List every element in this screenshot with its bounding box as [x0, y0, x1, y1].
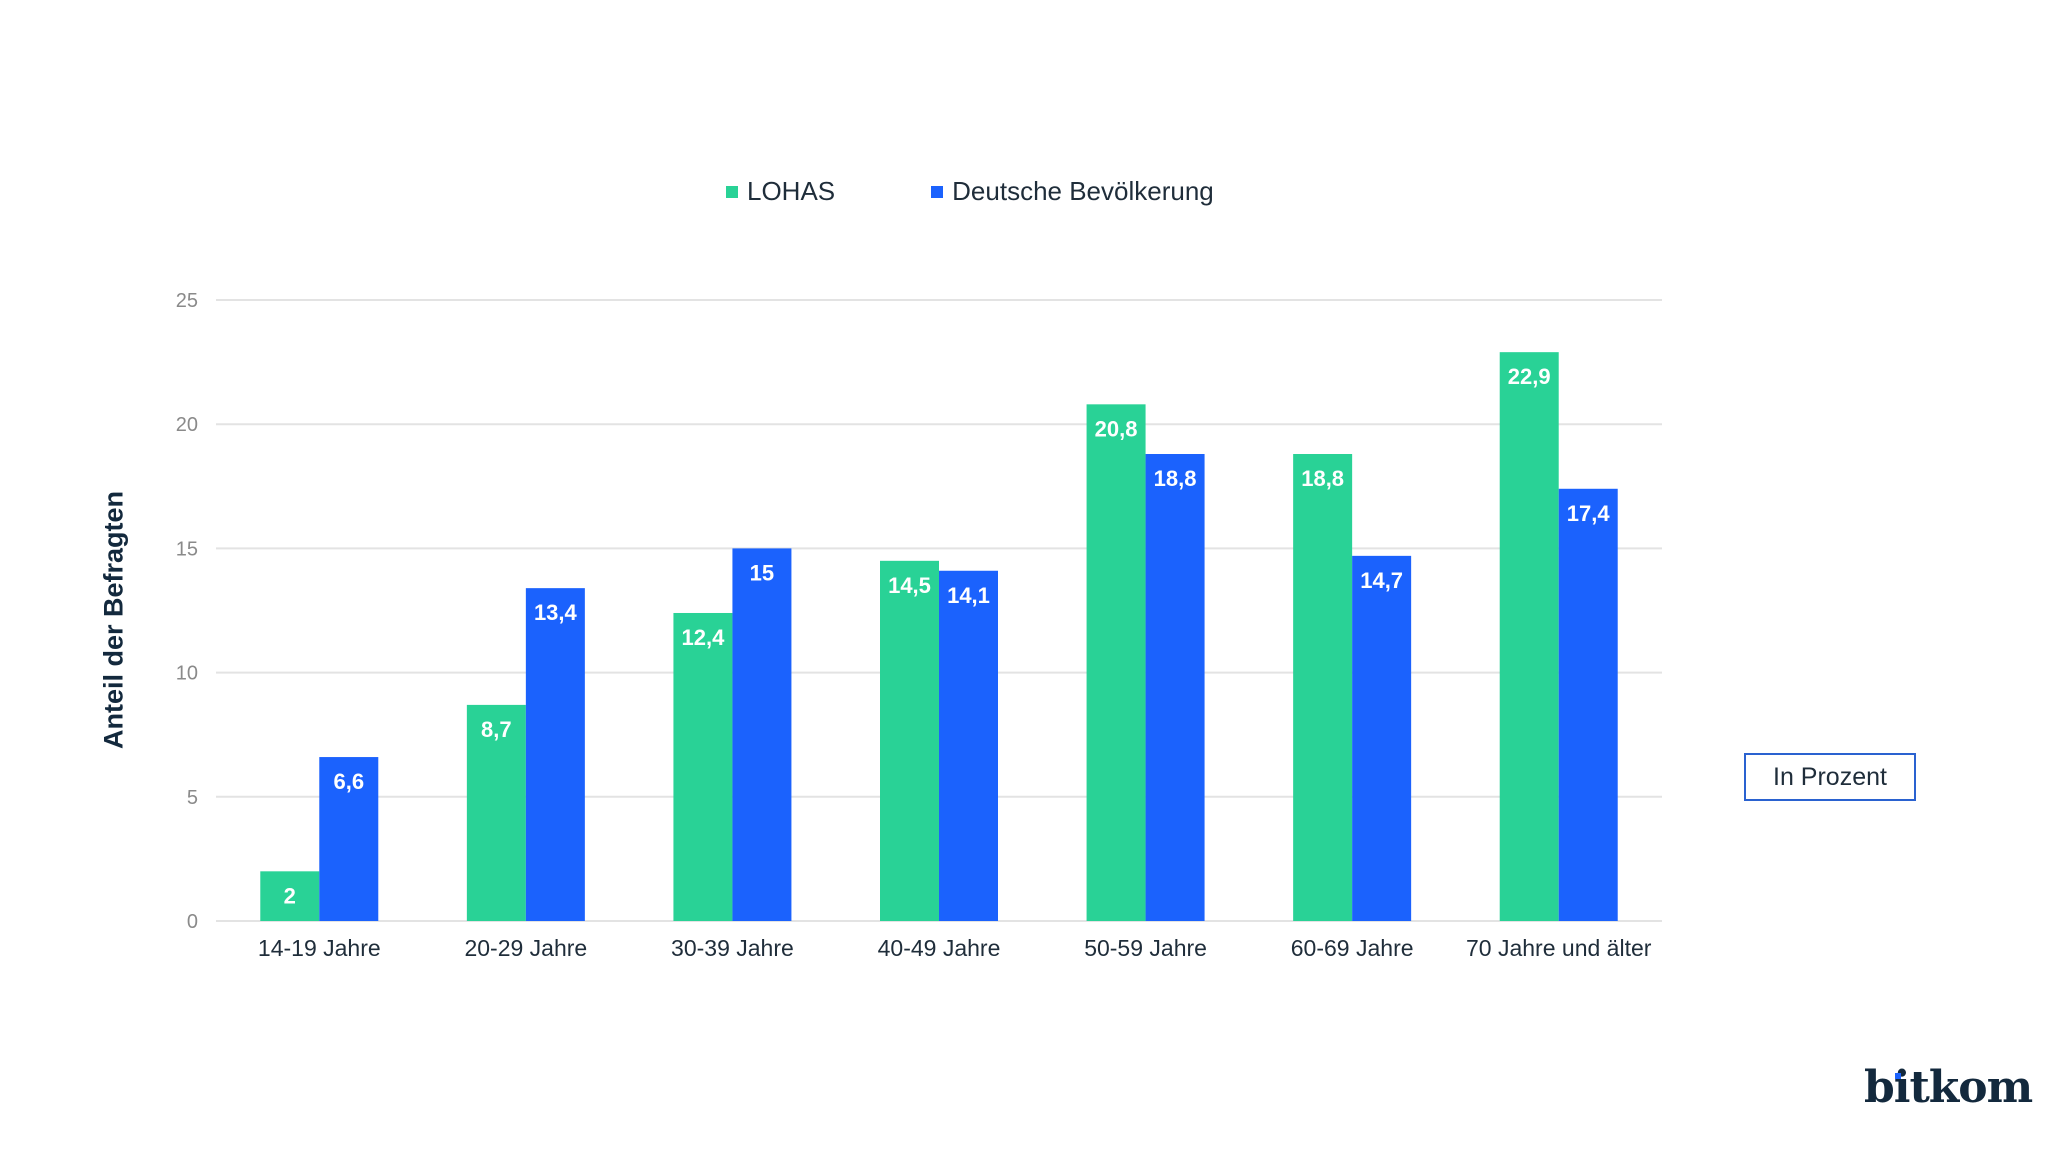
x-tick-label: 14-19 Jahre — [258, 935, 381, 961]
bar-value-label: 15 — [750, 560, 774, 585]
y-tick-label: 10 — [176, 663, 198, 685]
y-tick-label: 25 — [176, 290, 198, 312]
bar-lohas-4 — [1086, 404, 1146, 921]
legend-label-lohas: LOHAS — [747, 176, 836, 206]
bar-value-label: 14,5 — [888, 573, 931, 598]
y-axis-ticks: 0 5 10 15 20 25 — [176, 290, 198, 933]
bar-labels: 2 6,6 8,7 13,4 12,4 15 14,5 14,1 20,8 18,8 18,8 14,… — [284, 364, 1611, 908]
bar-value-label: 8,7 — [481, 717, 512, 742]
x-tick-label: 20-29 Jahre — [464, 935, 587, 961]
x-tick-label: 30-39 Jahre — [671, 935, 794, 961]
x-tick-label: 60-69 Jahre — [1291, 935, 1414, 961]
bar-value-label: 13,4 — [534, 600, 578, 625]
x-axis-ticks: 14-19 Jahre 20-29 Jahre 30-39 Jahre 40-49 J… — [258, 935, 1652, 961]
legend-label-deutsche-bevoelkerung: Deutsche Bevölkerung — [952, 176, 1214, 206]
bar-lohas-1 — [466, 704, 526, 921]
y-tick-label: 15 — [176, 538, 198, 560]
y-tick-label: 20 — [176, 414, 198, 436]
legend-item-deutsche-bevoelkerung: Deutsche Bevölkerung — [931, 176, 1214, 207]
bar-value-label: 6,6 — [333, 769, 364, 794]
bar-lohas-6 — [1499, 352, 1559, 921]
bar-value-label: 17,4 — [1567, 501, 1611, 526]
bar-value-label: 14,1 — [947, 583, 990, 608]
legend-swatch-deutsche-bevoelkerung — [931, 185, 944, 198]
unit-annotation-label: In Prozent — [1773, 762, 1887, 791]
legend-swatch-lohas — [726, 185, 738, 198]
x-tick-label: 50-59 Jahre — [1084, 935, 1207, 961]
bar-lohas-2 — [673, 612, 733, 921]
bar-value-label: 22,9 — [1508, 364, 1551, 389]
bar-deutsche-bevoelkerung-4 — [1145, 454, 1205, 921]
bar-lohas-0 — [260, 871, 320, 921]
bar-deutsche-bevoelkerung-2 — [732, 548, 792, 921]
bar-lohas-3 — [880, 560, 939, 921]
x-tick-label: 40-49 Jahre — [878, 935, 1001, 961]
bar-lohas-5 — [1293, 454, 1353, 921]
logo-accent-dot — [1895, 1073, 1901, 1079]
bar-deutsche-bevoelkerung-3 — [939, 570, 998, 921]
bar-deutsche-bevoelkerung-5 — [1352, 555, 1412, 921]
bar-deutsche-bevoelkerung-0 — [319, 757, 379, 921]
bar-value-label: 18,8 — [1301, 466, 1344, 491]
bar-value-label: 2 — [284, 883, 296, 908]
unit-annotation-box: In Prozent — [1744, 753, 1916, 801]
legend-item-lohas: LOHAS — [726, 176, 835, 207]
y-tick-label: 5 — [187, 787, 198, 809]
bars — [260, 352, 1618, 921]
chart-legend: LOHAS Deutsche Bevölkerung — [726, 176, 1310, 207]
bar-deutsche-bevoelkerung-1 — [525, 588, 585, 921]
x-tick-label: 70 Jahre und älter — [1466, 935, 1652, 961]
bar-value-label: 20,8 — [1095, 416, 1138, 441]
bar-deutsche-bevoelkerung-6 — [1558, 488, 1618, 921]
bar-value-label: 12,4 — [682, 625, 726, 650]
y-tick-label: 0 — [187, 911, 198, 933]
bitkom-logo: bitkom — [1864, 1062, 2033, 1113]
bar-value-label: 14,7 — [1360, 568, 1403, 593]
bar-value-label: 18,8 — [1154, 466, 1197, 491]
